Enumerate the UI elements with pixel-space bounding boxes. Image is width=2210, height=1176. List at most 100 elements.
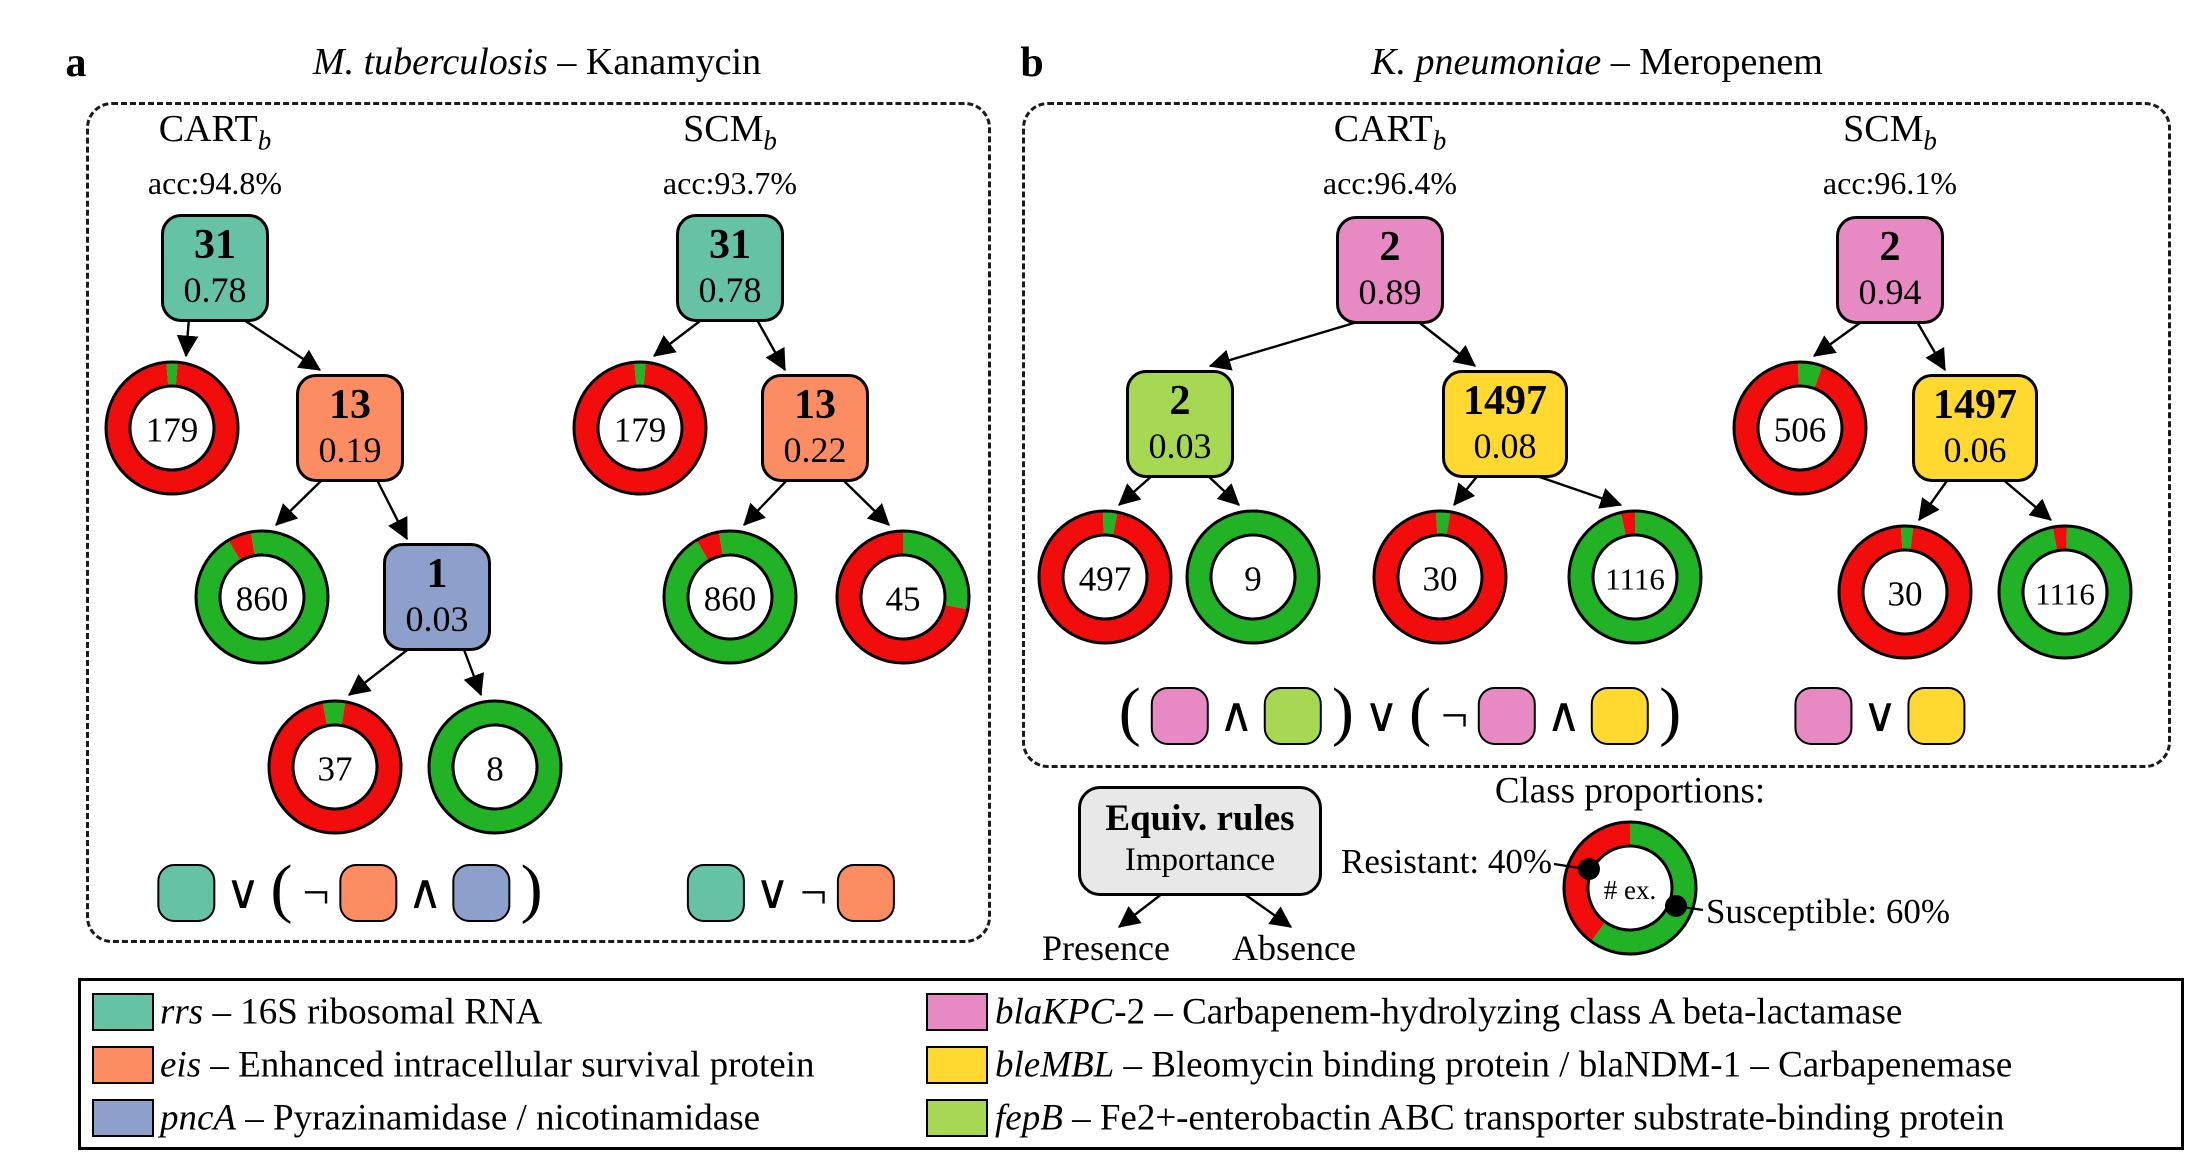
legend-gene-description: – Bleomycin binding protein / blaNDM-1 –…	[1114, 1044, 2013, 1086]
rule-operator: (	[270, 852, 293, 925]
tree-node-b-cart-1497: 1497 0.08	[1442, 370, 1568, 478]
equiv-rule-a-cart: ∨(¬ ∧)	[157, 852, 543, 925]
panel-b-box	[1022, 102, 2171, 768]
tree-node-a-scm-13: 13 0.22	[761, 374, 869, 482]
node-value: 2	[1169, 378, 1191, 424]
svg-text:37: 37	[318, 750, 353, 789]
node-importance: 0.03	[1148, 426, 1212, 466]
node-importance: 0.06	[1943, 430, 2007, 470]
tree-header-b-scm: SCMb acc:96.1%	[1823, 106, 1957, 202]
rule-chip-pink	[1794, 687, 1853, 745]
rule-operator: ¬	[302, 866, 330, 919]
svg-text:506: 506	[1774, 411, 1827, 450]
node-importance: 0.78	[698, 270, 762, 310]
rule-chip-blue	[452, 864, 511, 922]
node-value: 13	[794, 382, 836, 428]
equiv-importance-label: Importance	[1124, 842, 1276, 878]
equiv-rule-a-scm: ∨ ¬	[686, 864, 896, 922]
tree-name: CARTb	[1333, 108, 1447, 156]
node-importance: 0.03	[405, 599, 469, 639]
legend-gene-description: – Pyrazinamidase / nicotinamidase	[236, 1097, 761, 1139]
rule-operator: ∨	[754, 866, 791, 919]
equiv-rules-box: Equiv. rules Importance	[1078, 786, 1322, 896]
svg-text:179: 179	[146, 411, 199, 450]
rule-chip-yellow	[1907, 687, 1966, 745]
tree-node-b-cart-2: 2 0.03	[1126, 370, 1234, 478]
equiv-rule-b-scm: ∨	[1794, 687, 1966, 745]
tree-accuracy: acc:96.1%	[1822, 164, 1958, 201]
leaf-donut-b-scm-1116: 1116	[1995, 522, 2135, 667]
tree-name: CARTb	[158, 108, 272, 156]
svg-text:45: 45	[886, 580, 921, 619]
node-value: 2	[1879, 224, 1901, 270]
panel-b-species: K. pneumoniae	[1371, 41, 1602, 83]
svg-text:9: 9	[1244, 560, 1262, 599]
rule-operator: )	[520, 852, 543, 925]
node-importance: 0.08	[1473, 426, 1537, 466]
node-value: 1	[426, 551, 448, 597]
rule-operator: ∧	[407, 866, 443, 919]
rule-operator: ∧	[1546, 689, 1582, 742]
legend-entry-blaKPC: blaKPC-2 – Carbapenem-hydrolyzing class …	[995, 991, 1902, 1034]
legend-entry-bleMBL: bleMBL – Bleomycin binding protein / bla…	[995, 1044, 2012, 1087]
legend-entry-fepB: fepB – Fe2+-enterobactin ABC transporter…	[995, 1097, 2004, 1140]
node-importance: 0.78	[183, 270, 247, 310]
legend-gene-name: eis	[160, 1044, 202, 1086]
rule-chip-yellow	[1591, 687, 1650, 745]
rule-operator: ∨	[225, 866, 261, 919]
rule-chip-green	[1263, 687, 1322, 745]
svg-text:30: 30	[1423, 560, 1458, 599]
legend-swatch-pncA	[92, 1099, 154, 1137]
leaf-donut-a-scm-179: 179	[570, 358, 710, 503]
rule-operator: ∨	[1363, 689, 1400, 742]
tree-node-b-scm-1497: 1497 0.06	[1912, 374, 2038, 482]
tree-accuracy: acc:93.7%	[662, 164, 798, 201]
legend-gene-name: fepB	[995, 1097, 1063, 1139]
tree-node-b-cart-2: 2 0.89	[1336, 216, 1444, 324]
leaf-donut-a-scm-860: 860	[660, 527, 800, 672]
legend-gene-name: bleMBL	[995, 1044, 1115, 1086]
node-importance: 0.89	[1358, 272, 1422, 312]
tree-header-a-scm: SCMb acc:93.7%	[663, 106, 797, 202]
equiv-rules-title: Equiv. rules	[1105, 798, 1295, 839]
rule-chip-pink	[1478, 687, 1537, 745]
node-value: 1497	[1463, 378, 1547, 424]
rule-operator: ∧	[1218, 689, 1254, 742]
resistant-label: Resistant: 40%	[1341, 842, 1552, 881]
panel-a-species: M. tuberculosis	[312, 41, 548, 83]
svg-text:1116: 1116	[2035, 577, 2095, 612]
legend-swatch-eis	[92, 1046, 154, 1084]
svg-text:860: 860	[236, 580, 289, 619]
panel-b-title: K. pneumoniae – Meropenem	[1371, 40, 1823, 84]
tree-accuracy: acc:94.8%	[147, 164, 283, 201]
tree-node-a-cart-31: 31 0.78	[161, 214, 269, 322]
tree-name: SCMb	[683, 108, 777, 156]
rule-chip-teal	[686, 864, 745, 922]
legend-entry-pncA: pncA – Pyrazinamidase / nicotinamidase	[160, 1097, 760, 1140]
legend-swatch-fepB	[926, 1099, 988, 1137]
legend-gene-name: rrs	[160, 991, 204, 1033]
tree-node-b-scm-2: 2 0.94	[1836, 216, 1944, 324]
leaf-donut-b-cart-1116: 1116	[1565, 507, 1705, 652]
svg-text:497: 497	[1079, 560, 1132, 599]
rule-operator: (	[1118, 675, 1141, 748]
leaf-donut-a-cart-860: 860	[192, 527, 332, 672]
tree-header-a-cart: CARTb acc:94.8%	[148, 106, 282, 202]
legend-gene-description: – Enhanced intracellular survival protei…	[201, 1044, 815, 1086]
tree-node-a-scm-31: 31 0.78	[676, 214, 784, 322]
rule-chip-teal	[157, 864, 216, 922]
svg-text:30: 30	[1888, 575, 1923, 614]
leaf-donut-b-scm-506: 506	[1730, 358, 1870, 503]
legend-swatch-rrs	[92, 993, 154, 1031]
equiv-rule-b-cart: (∧) ∨(¬ ∧)	[1118, 675, 1682, 748]
svg-text:179: 179	[614, 411, 667, 450]
panel-b-label: b	[1020, 40, 1044, 86]
leaf-donut-b-cart-30: 30	[1370, 507, 1510, 652]
rule-operator: ¬	[800, 866, 828, 919]
rule-operator: )	[1659, 675, 1682, 748]
panel-a-title: M. tuberculosis – Kanamycin	[313, 40, 761, 84]
legend-gene-description: – Fe2+-enterobactin ABC transporter subs…	[1062, 1097, 2005, 1139]
node-value: 1497	[1933, 382, 2017, 428]
legend-gene-description: -2 – Carbapenem-hydrolyzing class A beta…	[1114, 991, 1903, 1033]
node-value: 31	[194, 222, 236, 268]
